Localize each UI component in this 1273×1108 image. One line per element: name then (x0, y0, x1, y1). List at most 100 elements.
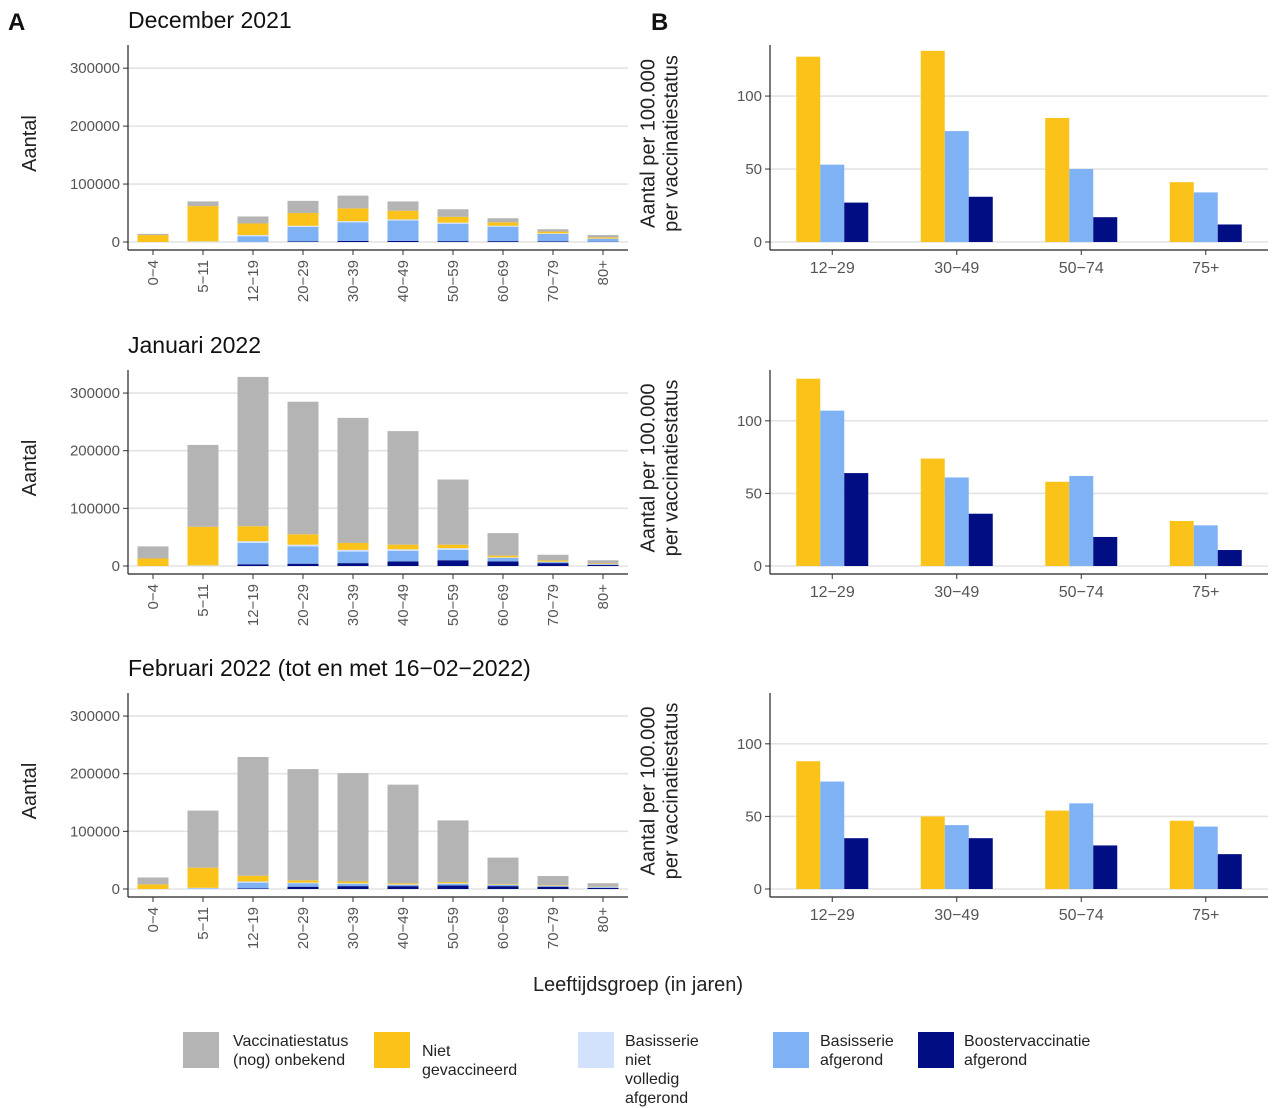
bar-segment (288, 534, 319, 544)
bar-segment (188, 445, 219, 527)
x-tick-label: 5−11 (195, 260, 212, 293)
bar-segment (338, 886, 369, 889)
bar (796, 761, 820, 889)
bar (969, 197, 993, 242)
bar-segment (288, 226, 319, 227)
bar-segment (288, 883, 319, 884)
bar-segment (488, 218, 519, 222)
bar-segment (238, 888, 269, 889)
bar (945, 131, 969, 242)
bar-segment (588, 239, 619, 242)
bar (1218, 550, 1242, 566)
bar (1045, 482, 1069, 566)
bar-segment (288, 887, 319, 889)
bar-segment (438, 886, 469, 889)
legend-label: Niet gevaccineerd (422, 1042, 517, 1080)
chart-title: December 2021 (128, 7, 292, 33)
bar-segment (488, 558, 519, 561)
bar-segment (388, 221, 419, 241)
bar (820, 782, 844, 889)
bar-segment (438, 224, 469, 241)
y-tick-label: 0 (112, 234, 120, 251)
panel-label-b: B (651, 9, 668, 36)
bar-segment (288, 402, 319, 535)
bar-segment (138, 234, 169, 235)
bar-segment (588, 887, 619, 888)
legend-swatch-partial (578, 1032, 614, 1068)
x-tick-label: 75+ (1192, 584, 1219, 601)
bar (921, 816, 945, 889)
bar-segment (438, 223, 469, 224)
bar-segment (588, 888, 619, 889)
bar-segment (538, 561, 569, 562)
bar-segment (338, 208, 369, 221)
bar-segment (238, 882, 269, 883)
legend-label: Vaccinatiestatus (nog) onbekend (233, 1032, 348, 1070)
y-tick-label: 0 (754, 558, 762, 575)
bar-segment (538, 233, 569, 234)
bar-segment (488, 885, 519, 886)
bar-segment (338, 221, 369, 222)
bar-segment (188, 888, 219, 889)
bar-segment (588, 235, 619, 237)
bar-segment (338, 884, 369, 886)
bar (945, 825, 969, 889)
x-tick-label: 12−29 (810, 907, 855, 924)
bar-segment (188, 241, 219, 242)
bar-segment (438, 883, 469, 884)
bar-segment (538, 229, 569, 231)
x-tick-label: 5−11 (195, 584, 212, 617)
bar-segment (388, 885, 419, 886)
bar-segment (488, 557, 519, 558)
bar-segment (438, 209, 469, 217)
x-tick-label: 12−19 (245, 907, 262, 949)
bar (969, 838, 993, 889)
y-tick-label: 0 (754, 881, 762, 898)
bar-segment (388, 551, 419, 561)
bar-segment (588, 237, 619, 238)
y-axis-label: Aantal per 100.000 (638, 59, 660, 228)
bar-segment (588, 563, 619, 564)
x-tick-label: 70−79 (545, 907, 562, 949)
bar-segment (288, 883, 319, 886)
x-tick-label: 50−59 (445, 584, 462, 626)
bar-segment (438, 217, 469, 223)
x-tick-label: 75+ (1192, 260, 1219, 277)
bar-segment (338, 222, 369, 241)
bar-segment (588, 564, 619, 565)
legend-swatch-unknown (183, 1032, 219, 1068)
bar-segment (338, 241, 369, 242)
y-axis-label: Aantal (19, 115, 41, 172)
y-axis-label: per vaccinatiestatus (661, 380, 683, 557)
bar-segment (288, 769, 319, 880)
bar-segment (388, 785, 419, 884)
x-tick-label: 12−19 (245, 260, 262, 302)
x-tick-label: 0−4 (145, 260, 162, 285)
bar (844, 203, 868, 242)
y-tick-label: 300000 (70, 385, 120, 402)
bar-segment (438, 545, 469, 548)
legend-swatch-unvaccinated (374, 1032, 410, 1068)
x-tick-label: 12−29 (810, 260, 855, 277)
x-tick-label: 20−29 (295, 260, 312, 302)
bar (1170, 182, 1194, 242)
bar-segment (288, 546, 319, 563)
bar-segment (488, 533, 519, 555)
bar-segment (288, 545, 319, 547)
bar-segment (138, 559, 169, 566)
bar (1045, 811, 1069, 889)
bar-segment (488, 241, 519, 242)
bar-segment (388, 883, 419, 884)
bar (1218, 854, 1242, 889)
x-tick-label: 30−49 (934, 260, 979, 277)
x-axis-title: Leeftijdsgroep (in jaren) (533, 974, 743, 996)
bar-segment (388, 211, 419, 220)
bar-segment (338, 196, 369, 209)
bar (1093, 845, 1117, 889)
x-tick-label: 30−49 (934, 907, 979, 924)
x-tick-label: 40−49 (395, 907, 412, 949)
bar-segment (388, 886, 419, 889)
bar-segment (438, 241, 469, 242)
bar (1093, 217, 1117, 242)
